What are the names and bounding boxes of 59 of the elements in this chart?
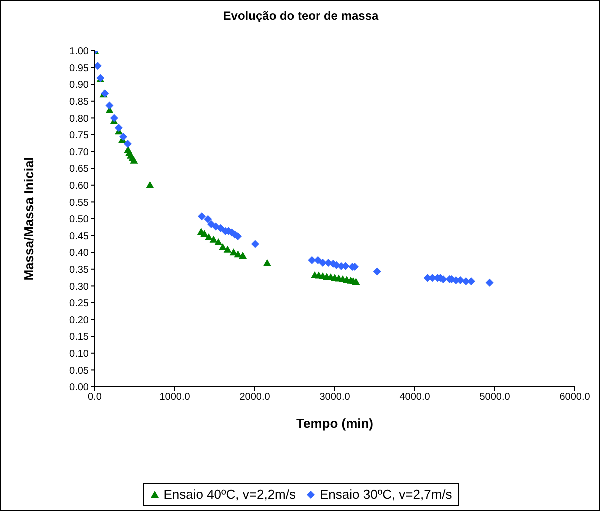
- x-axis-title: Tempo (min): [296, 416, 374, 431]
- point: [239, 252, 247, 259]
- y-tick-label: 0.35: [70, 264, 90, 276]
- point: [119, 133, 128, 142]
- legend-label: Ensaio 30ºC, v=2,7m/s: [319, 487, 452, 502]
- y-tick-label: 1.00: [70, 46, 90, 58]
- point: [314, 256, 322, 264]
- y-tick-label: 0.75: [70, 130, 90, 142]
- point: [251, 240, 260, 248]
- y-axis-title: Massa/Massa Inicial: [22, 157, 37, 281]
- point: [95, 62, 102, 70]
- y-tick-label: 0.30: [70, 282, 90, 293]
- point: [486, 278, 494, 287]
- y-tick-label: 0.70: [70, 147, 90, 158]
- point: [124, 140, 132, 148]
- point: [352, 278, 360, 286]
- legend-label: Ensaio 40ºC, v=2,2m/s: [162, 487, 296, 502]
- y-tick-label: 0.65: [70, 164, 90, 176]
- point: [319, 259, 327, 268]
- y-tick-label: 0.55: [70, 198, 90, 209]
- y-tick-label: 0.45: [70, 231, 90, 242]
- point: [106, 102, 114, 110]
- y-tick-label: 0.15: [70, 332, 90, 344]
- y-tick-label: 0.95: [70, 63, 90, 74]
- x-tick-label: 1000.0: [160, 392, 191, 404]
- point: [198, 212, 206, 221]
- y-tick-label: 0.80: [70, 114, 90, 125]
- y-tick-label: 0.20: [70, 315, 90, 326]
- point: [114, 124, 123, 132]
- y-tick-label: 0.10: [70, 348, 90, 360]
- x-tick-label: 2000.0: [240, 392, 271, 404]
- y-tick-label: 0.60: [70, 180, 90, 192]
- point: [146, 181, 154, 188]
- point: [373, 268, 382, 276]
- y-tick-label: 0.25: [70, 298, 90, 310]
- y-tick-label: 0.50: [70, 214, 90, 226]
- y-tick-label: 0.00: [70, 382, 90, 394]
- point: [204, 215, 212, 224]
- x-tick-label: 6000.0: [560, 392, 591, 404]
- x-tick-label: 3000.0: [320, 392, 351, 404]
- point: [110, 114, 118, 122]
- chart-title: Evolução do teor de massa: [222, 9, 380, 23]
- point: [216, 224, 225, 232]
- point: [219, 244, 227, 251]
- y-tick-label: 0.40: [70, 248, 90, 260]
- point: [214, 238, 223, 246]
- point: [263, 259, 272, 266]
- point: [308, 256, 316, 264]
- point: [200, 230, 209, 238]
- point: [210, 236, 218, 243]
- point: [224, 246, 232, 253]
- point: [207, 220, 216, 228]
- y-tick-label: 0.85: [70, 96, 90, 108]
- y-tick-label: 0.90: [70, 80, 90, 92]
- y-tick-label: 0.05: [70, 366, 90, 377]
- point: [205, 233, 213, 240]
- x-tick-label: 4000.0: [400, 392, 431, 404]
- x-tick-label: 0.0: [88, 392, 102, 404]
- x-tick-label: 5000.0: [480, 392, 511, 404]
